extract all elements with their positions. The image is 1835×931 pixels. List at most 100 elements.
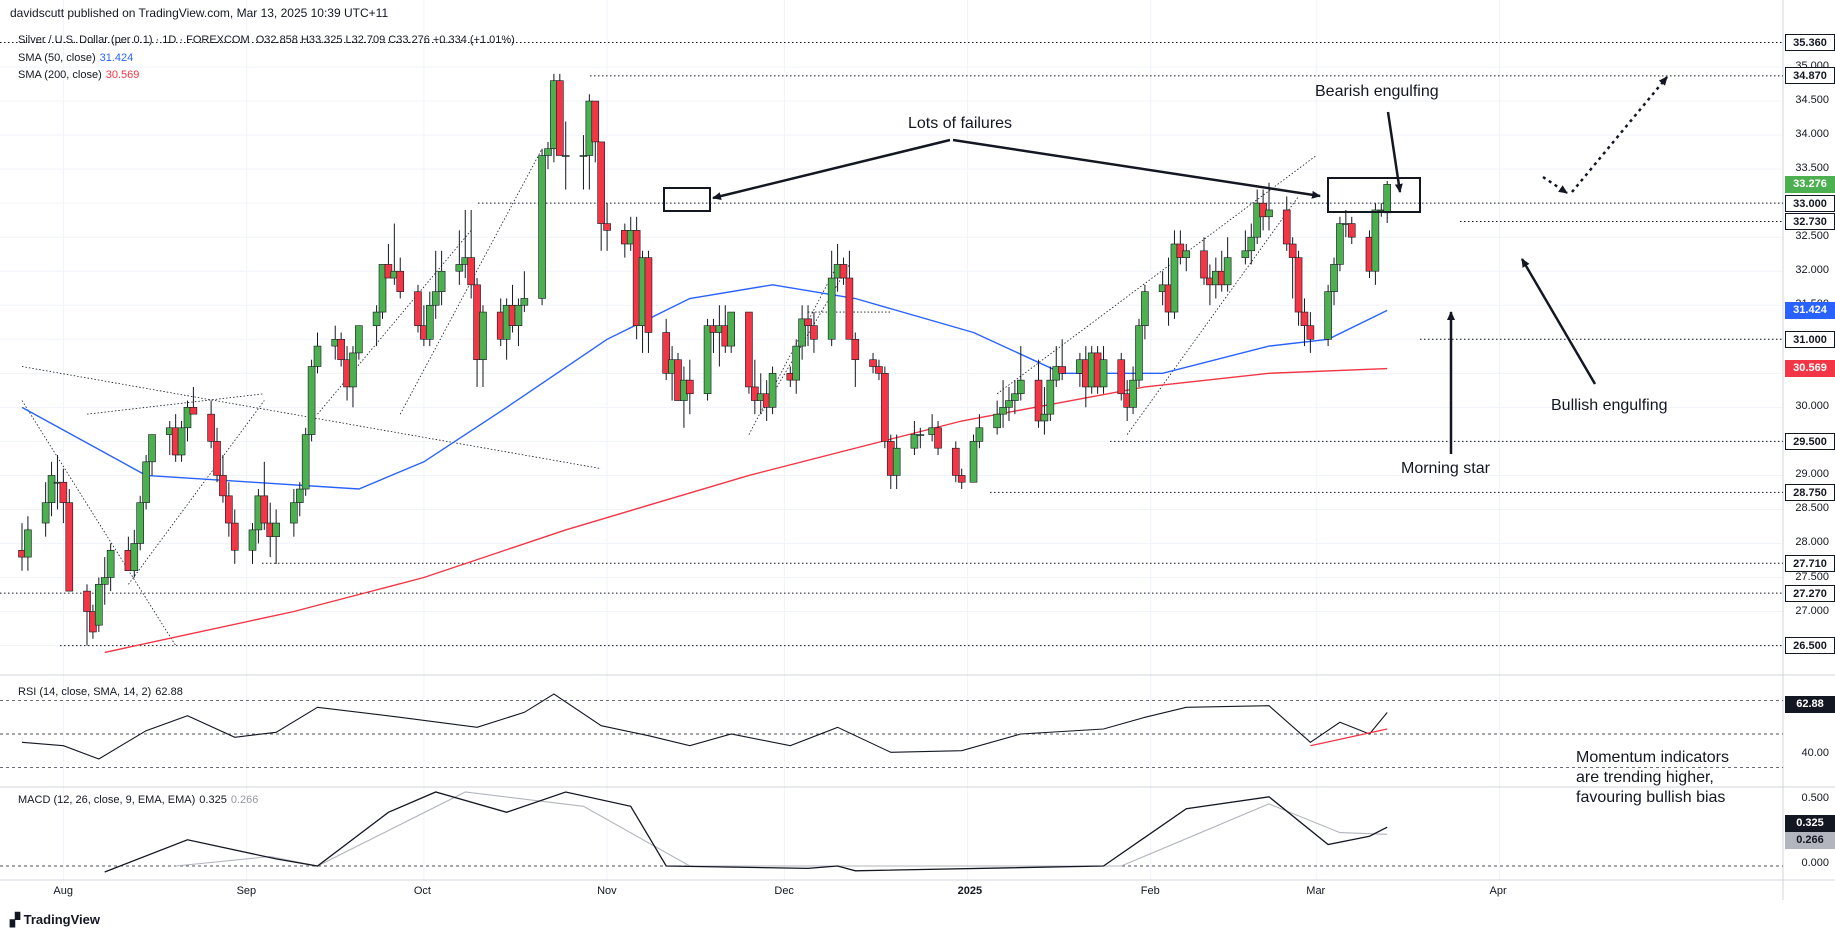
- candle-body: [130, 543, 139, 572]
- annotation-bearish-engulfing: Bearish engulfing: [1315, 83, 1439, 100]
- candle-body: [479, 311, 487, 361]
- candle-up: [47, 461, 56, 517]
- candle-body: [272, 522, 280, 537]
- candle-body: [544, 148, 552, 156]
- candle-body: [349, 352, 357, 388]
- annotation-arrow: [1520, 258, 1597, 385]
- candle-up: [538, 148, 546, 306]
- ohlc-high: H33.325: [300, 34, 343, 46]
- candle-body: [1170, 243, 1179, 313]
- candle-body: [556, 80, 564, 156]
- candle-body: [148, 434, 156, 463]
- ohlc-close: C33.276: [388, 34, 430, 46]
- candle-body: [467, 257, 475, 286]
- annotation-boxes: [663, 177, 1421, 213]
- price-axis-tick: 34.000: [1795, 128, 1829, 141]
- annotation-arrows: [712, 76, 1668, 454]
- candle-body: [1141, 291, 1149, 326]
- rsi-value-badge: 62.88: [1785, 696, 1835, 713]
- candle-up: [1383, 181, 1392, 223]
- candle-down: [875, 359, 883, 381]
- candle-body: [396, 270, 405, 292]
- price-axis-tick: 28.500: [1795, 502, 1829, 515]
- price-badge-blue: 31.424: [1785, 301, 1835, 319]
- candle-down: [1200, 237, 1208, 285]
- candle-body: [591, 100, 600, 143]
- horizontal-levels: [0, 42, 1783, 647]
- sma200-legend[interactable]: SMA (200, close) 30.569: [18, 69, 139, 81]
- candle-up: [975, 414, 984, 449]
- candle-down: [804, 305, 812, 347]
- candle-up: [455, 230, 464, 285]
- candle-down: [603, 203, 611, 251]
- candle-up: [916, 427, 925, 449]
- candle-body: [798, 318, 806, 347]
- rsi-legend-value: 62.88: [155, 686, 183, 698]
- candle-body: [425, 304, 434, 340]
- time-axis-label: Dec: [774, 885, 794, 897]
- candle-body: [1182, 250, 1191, 258]
- candle-body: [1288, 243, 1297, 258]
- candle-body: [189, 407, 198, 415]
- candle-up: [24, 516, 32, 571]
- candle-down: [467, 209, 475, 299]
- candle-up: [372, 305, 381, 347]
- macd-legend[interactable]: MACD (12, 26, close, 9, EMA, EMA) 0.325 0.…: [18, 794, 258, 806]
- candle-body: [24, 529, 32, 558]
- price-axis-tick: 32.500: [1795, 230, 1829, 243]
- candle-body: [372, 311, 381, 326]
- candle-body: [1371, 209, 1380, 272]
- projection-arrow-long: [1571, 76, 1668, 193]
- price-badge-level: 27.710: [1785, 554, 1835, 572]
- candle-up: [520, 271, 529, 313]
- macd-axis-tick-zero: 0.000: [1801, 857, 1829, 869]
- candle-down: [1294, 250, 1303, 326]
- candle-body: [47, 475, 56, 503]
- macd-path: [104, 791, 1388, 873]
- candle-body: [520, 298, 529, 306]
- annotation-arrow: [952, 138, 1321, 199]
- candle-body: [219, 475, 227, 497]
- annotation-morning-star: Morning star: [1401, 460, 1490, 477]
- candle-down: [597, 141, 605, 251]
- candle-up: [999, 380, 1007, 428]
- candle-down: [957, 468, 966, 490]
- candle-body: [881, 373, 889, 442]
- candle-up: [1099, 346, 1108, 394]
- candle-body: [768, 373, 777, 408]
- price-badge-red: 30.569: [1785, 360, 1835, 378]
- trendline: [996, 155, 1317, 395]
- ohlc-low: L32.709: [345, 34, 386, 46]
- trendline: [399, 148, 543, 415]
- trendline: [317, 230, 472, 415]
- candle-up: [349, 346, 357, 408]
- candle-up: [703, 318, 712, 401]
- candle-body: [1040, 413, 1049, 422]
- candle-down: [207, 400, 215, 449]
- price-axis-tick: 34.500: [1795, 94, 1829, 107]
- price-axis-tick: 28.000: [1795, 536, 1829, 549]
- candle-body: [745, 311, 753, 388]
- candle-down: [851, 332, 860, 387]
- candle-down: [230, 509, 239, 564]
- candle-body: [727, 311, 736, 347]
- sma200-value: 30.569: [105, 69, 140, 81]
- candle-up: [1371, 203, 1380, 285]
- candle-up: [1040, 386, 1049, 435]
- sma50-legend[interactable]: SMA (50, close) 31.424: [18, 52, 133, 64]
- candle-up: [313, 332, 322, 374]
- candle-up: [41, 482, 50, 537]
- candle-down: [1306, 312, 1315, 353]
- candle-body: [230, 522, 239, 551]
- candle-body: [177, 427, 186, 456]
- time-axis-label: Nov: [597, 885, 617, 897]
- candle-body: [1282, 209, 1291, 245]
- annotation-lots-of-failures: Lots of failures: [908, 115, 1013, 132]
- candle-up: [544, 141, 552, 170]
- candle-body: [597, 141, 605, 224]
- candle-body: [225, 495, 233, 524]
- rsi-axis-tick: 40.00: [1801, 747, 1829, 759]
- rsi-legend[interactable]: RSI (14, close, SMA, 14, 2) 62.88: [18, 686, 183, 698]
- candle-body: [83, 590, 91, 612]
